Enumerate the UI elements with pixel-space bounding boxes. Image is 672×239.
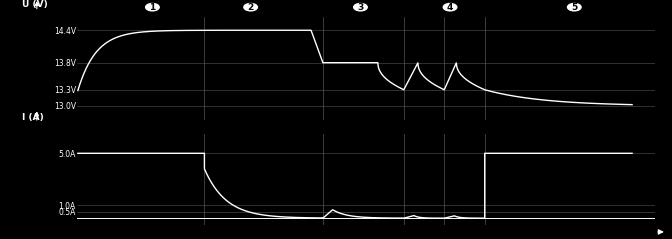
Text: 4: 4 [447,3,453,12]
Text: I (A): I (A) [22,113,44,122]
Text: 3: 3 [358,3,364,12]
Text: 2: 2 [247,3,254,12]
Text: 1: 1 [149,3,155,12]
Text: U (V): U (V) [22,0,48,9]
Text: 5: 5 [571,3,577,12]
